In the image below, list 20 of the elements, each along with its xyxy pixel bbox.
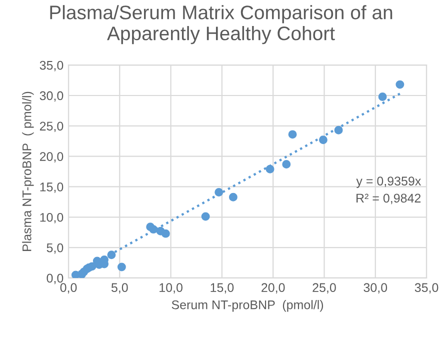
chart-title: Plasma/Serum Matrix Comparison of an Apparently Healthy Cohort bbox=[50, 5, 392, 44]
y-tick-label: 0,0 bbox=[46, 274, 64, 284]
x-tick-label: 15,0 bbox=[210, 283, 234, 294]
y-tick-label: 15,0 bbox=[40, 182, 64, 193]
x-tick-label: 30,0 bbox=[364, 283, 388, 294]
y-tick-label: 10,0 bbox=[40, 212, 64, 224]
x-tick-label: 35,0 bbox=[414, 283, 438, 294]
y-tick-label: 35,0 bbox=[40, 60, 64, 72]
x-axis-title: Serum NT-proBNP (pmol/l) bbox=[172, 300, 324, 312]
x-tick-label: 20,0 bbox=[262, 283, 285, 294]
x-tick-label: 10,0 bbox=[160, 283, 182, 294]
annotation: y = 0,9359x R² = 0,9842 bbox=[356, 176, 422, 204]
y-tick-label: 30,0 bbox=[40, 91, 64, 102]
y-tick-label: 20,0 bbox=[40, 152, 64, 162]
y-axis-title: Plasma NT-proBNP ( pmol/l) bbox=[22, 92, 34, 251]
y-tick-label: 5,0 bbox=[46, 243, 64, 254]
x-tick-label: 0,0 bbox=[60, 283, 77, 294]
x-tick-label: 5,0 bbox=[111, 283, 128, 294]
y-tick-label: 25,0 bbox=[40, 122, 64, 132]
x-tick-label: 25,0 bbox=[312, 283, 336, 294]
